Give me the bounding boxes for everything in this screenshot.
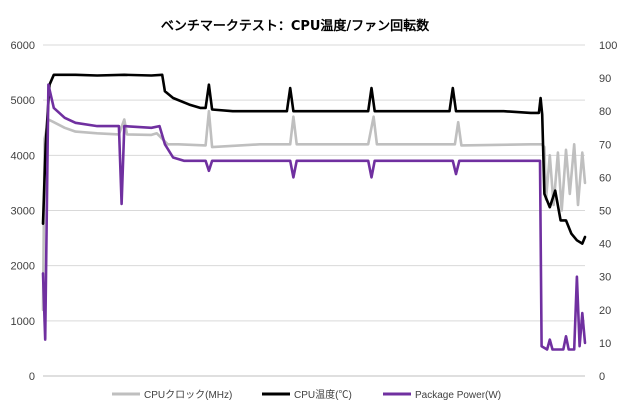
series-lines (41, 73, 587, 351)
legend-label: CPU温度(℃) (294, 388, 352, 401)
left-tick-label: 1000 (11, 316, 35, 328)
right-tick-label: 80 (599, 106, 611, 118)
right-axis-ticks: 0 10 20 30 40 50 60 70 80 90 100 (599, 40, 617, 383)
right-tick-label: 90 (599, 73, 611, 85)
right-tick-label: 40 (599, 239, 611, 251)
right-tick-label: 70 (599, 139, 611, 151)
right-tick-label: 50 (599, 206, 611, 218)
right-tick-label: 0 (599, 371, 605, 383)
legend-label: CPUクロック(MHz) (144, 389, 232, 401)
left-tick-label: 6000 (11, 40, 35, 52)
right-tick-label: 20 (599, 305, 611, 317)
left-axis-ticks: 0 1000 2000 3000 4000 5000 6000 (11, 40, 35, 383)
right-tick-label: 10 (599, 338, 611, 350)
left-tick-label: 3000 (11, 206, 35, 218)
gridlines (43, 44, 585, 377)
series-line-0 (41, 109, 587, 312)
legend: CPUクロック(MHz) CPU温度(℃) Package Power(W) (112, 388, 501, 401)
legend-label: Package Power(W) (415, 390, 501, 401)
right-tick-label: 100 (599, 40, 617, 52)
left-tick-label: 5000 (11, 95, 35, 107)
chart-title: ベンチマークテスト：CPU温度/ファン回転数 (161, 18, 430, 34)
left-tick-label: 4000 (11, 150, 35, 162)
left-tick-label: 2000 (11, 261, 35, 273)
left-tick-label: 0 (29, 371, 35, 383)
series-line-2 (41, 83, 587, 351)
series-line-1 (41, 73, 587, 245)
right-tick-label: 60 (599, 172, 611, 184)
right-tick-label: 30 (599, 272, 611, 284)
